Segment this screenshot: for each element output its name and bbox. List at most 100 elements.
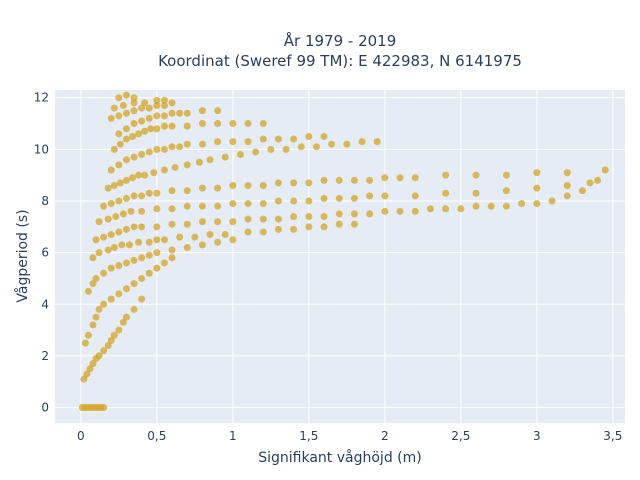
data-point [381,207,389,215]
data-point [502,202,510,210]
x-tick-label: 2,5 [451,429,470,443]
data-point [457,205,465,213]
data-point [335,220,343,228]
data-point [145,238,153,246]
data-point [320,212,328,220]
data-point [95,305,103,313]
data-point [153,145,161,153]
x-tick-label: 1 [229,429,237,443]
data-point [81,339,89,347]
data-point [138,104,146,112]
data-point [153,249,161,257]
data-point [563,169,571,177]
data-point [214,107,222,115]
data-point [472,202,480,210]
gridlines [55,90,625,423]
data-point [442,205,450,213]
data-point [127,207,135,215]
data-point [487,202,495,210]
data-point [138,117,146,125]
data-point [195,158,203,166]
data-point [176,233,184,241]
data-point [320,132,328,140]
y-tick-label: 0 [41,401,49,415]
data-point [122,313,130,321]
data-point [115,326,123,334]
data-point [122,259,130,267]
data-point [229,218,237,226]
data-point [141,171,149,179]
data-point [153,189,161,197]
data-point [110,243,118,251]
data-point [244,228,252,236]
data-point [442,189,450,197]
data-point [229,236,237,244]
y-tick-label: 8 [41,194,49,208]
data-point [129,132,137,140]
data-point [130,192,138,200]
data-point [533,169,541,177]
data-point [168,246,176,254]
data-point [366,176,374,184]
y-tick-label: 12 [34,91,49,105]
data-point [145,269,153,277]
data-point [107,200,115,208]
data-point [343,140,351,148]
data-point [396,207,404,215]
data-point [107,295,115,303]
data-point [214,202,222,210]
data-point [100,269,108,277]
data-point [350,210,358,218]
data-point [92,313,100,321]
data-point [153,101,161,109]
data-point [135,238,143,246]
data-point [563,182,571,190]
chart-title-line-2: Koordinat (Sweref 99 TM): E 422983, N 61… [158,52,522,70]
data-point [115,94,123,102]
data-point [83,370,91,378]
data-point [168,143,176,151]
data-point [518,200,526,208]
data-point [191,233,199,241]
data-point [141,127,149,135]
data-point [411,192,419,200]
data-point [305,179,313,187]
data-point [350,220,358,228]
data-point [119,318,127,326]
data-point [115,228,123,236]
data-point [297,143,305,151]
data-point [150,169,158,177]
data-point [221,231,229,239]
data-point [153,264,161,272]
data-point [502,171,510,179]
data-point [107,336,115,344]
data-point [472,189,480,197]
x-tick-label: 0,5 [147,429,166,443]
data-point [290,225,298,233]
data-point [130,256,138,264]
data-point [282,145,290,153]
data-point [115,197,123,205]
data-point [533,184,541,192]
data-point [176,109,184,117]
data-point [107,166,115,174]
data-point [244,182,252,190]
data-point [153,205,161,213]
data-point [160,101,168,109]
data-point [104,215,112,223]
data-point [80,375,88,383]
data-point [130,94,138,102]
data-point [130,120,138,128]
data-point [116,179,124,187]
data-point [138,151,146,159]
data-point [116,140,124,148]
data-point [426,205,434,213]
data-point [145,189,153,197]
data-point [145,114,153,122]
data-point [290,135,298,143]
data-point [305,212,313,220]
x-tick-label: 3 [533,429,541,443]
data-point [442,171,450,179]
y-tick-label: 6 [41,246,49,260]
